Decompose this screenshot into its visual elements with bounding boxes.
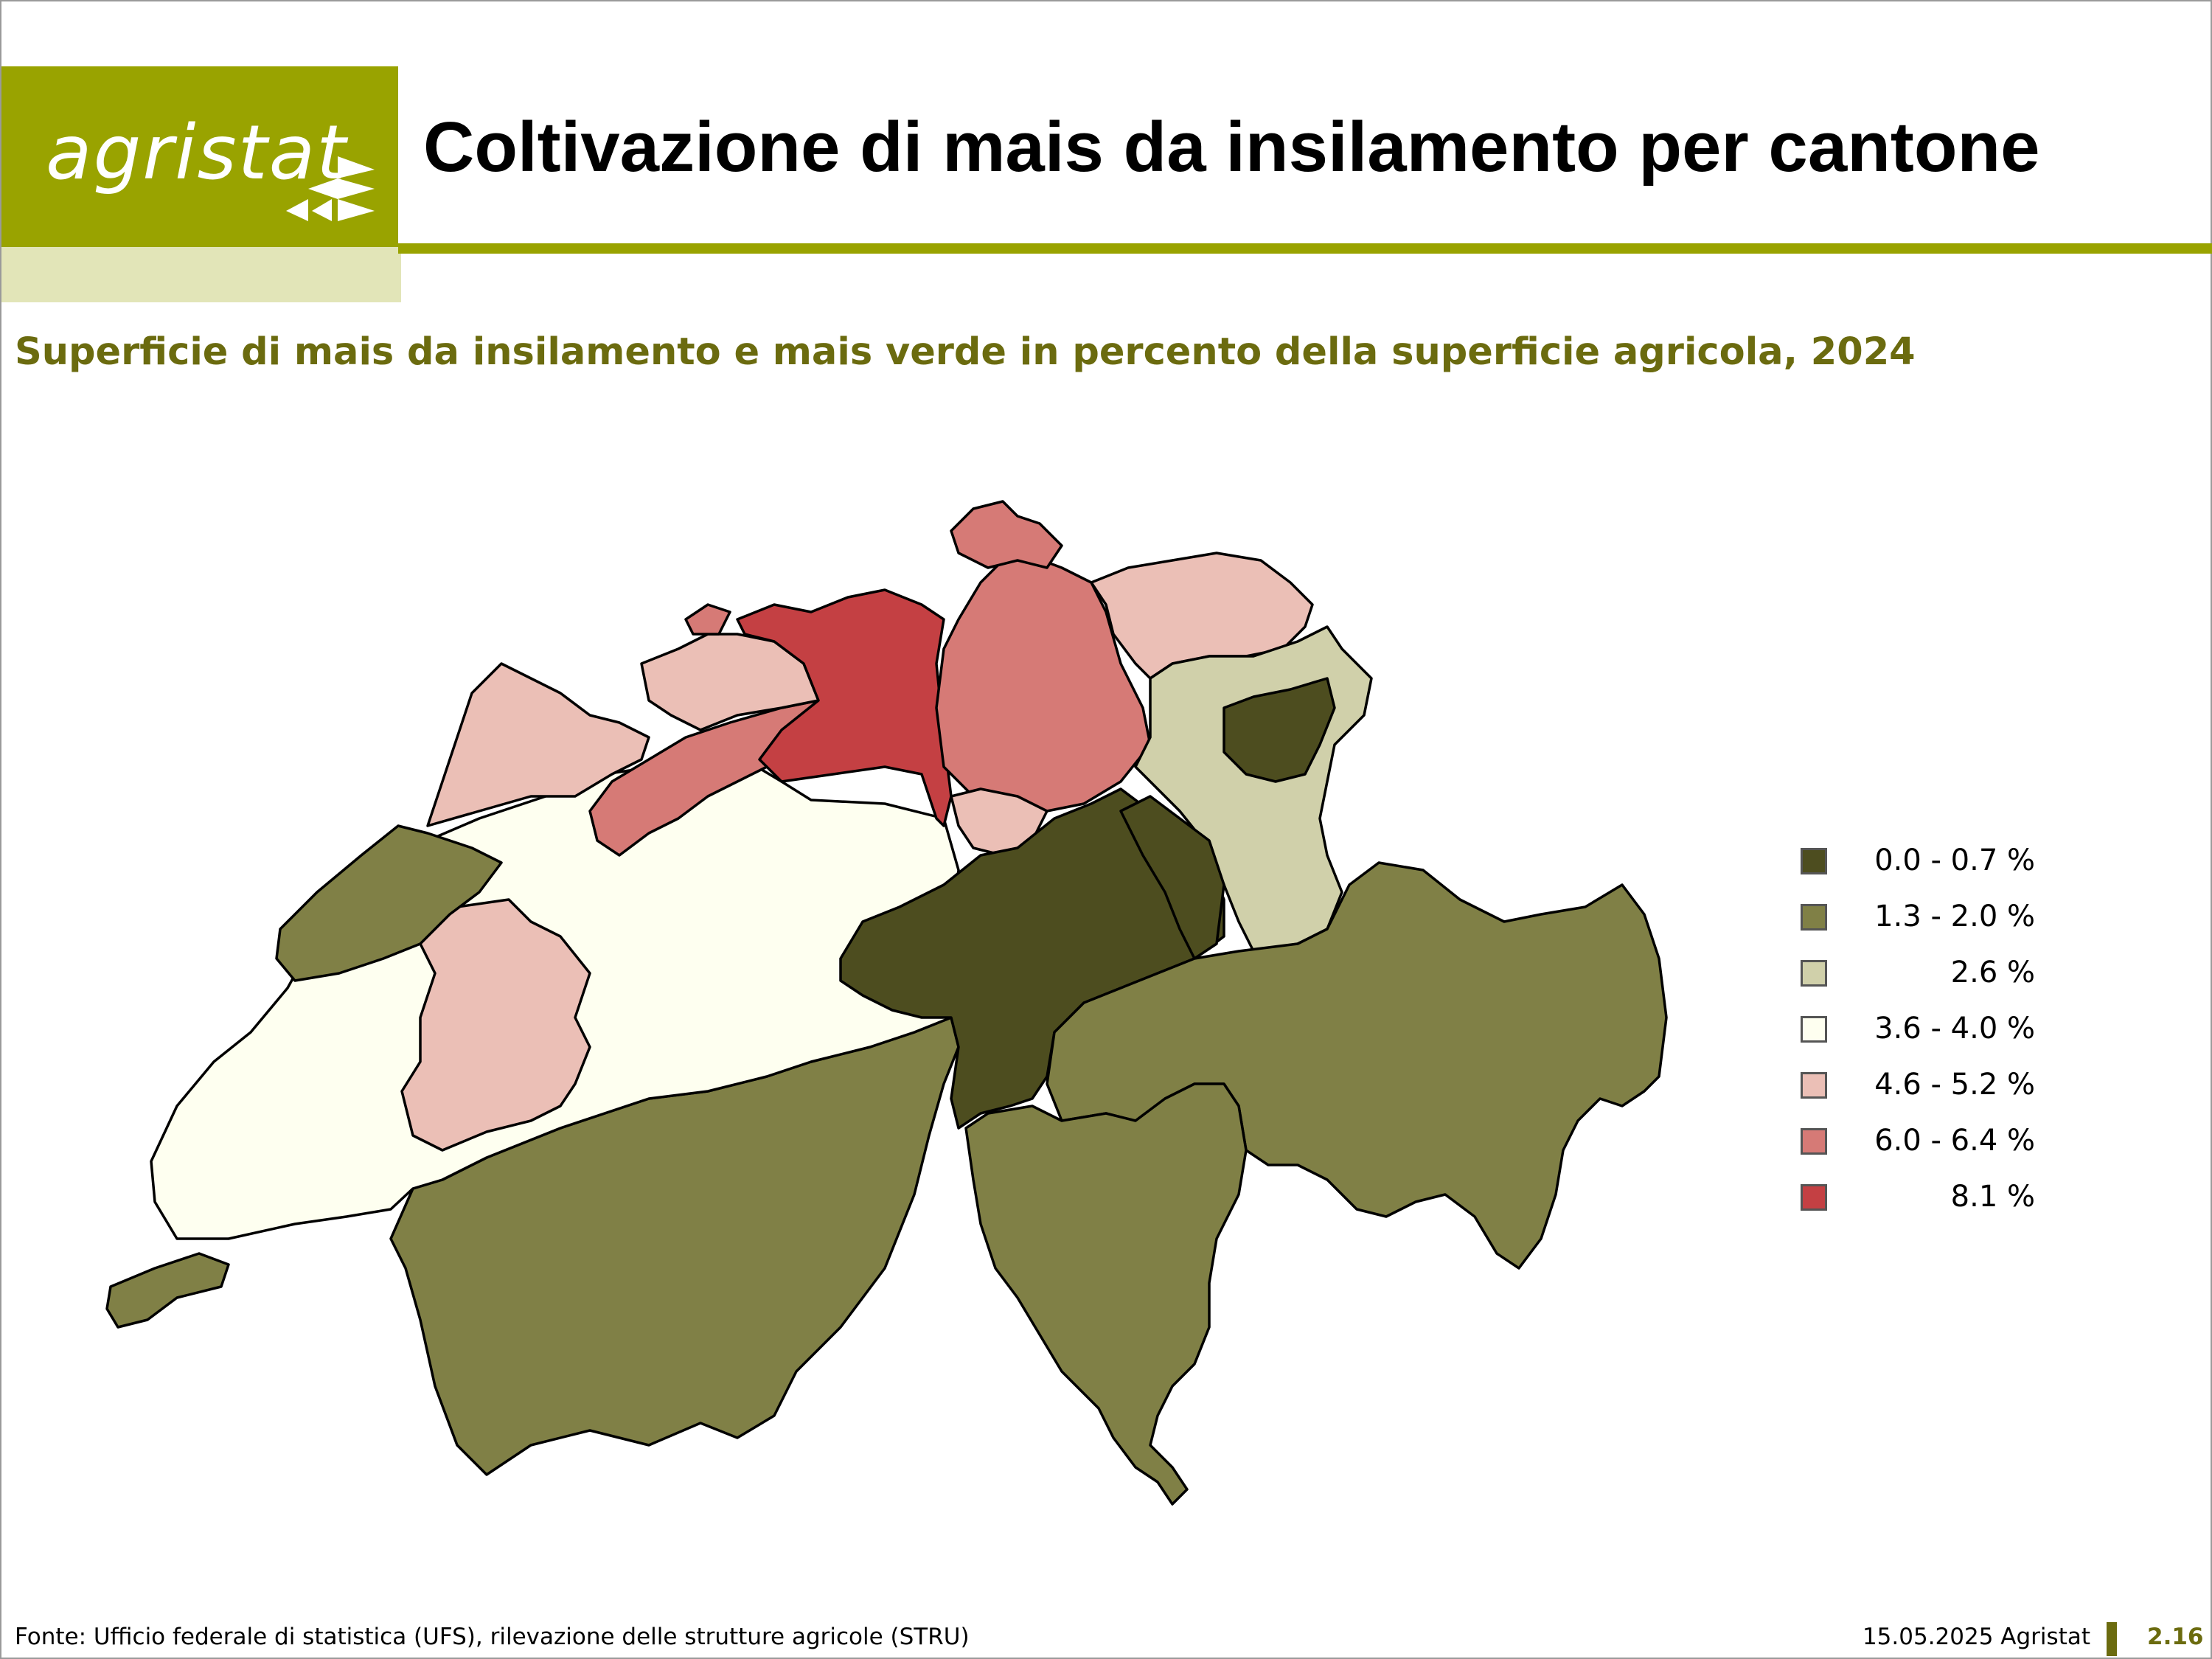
canton-basel-stadt [684, 603, 731, 636]
legend-label: 2.6 % [1950, 956, 2035, 990]
canton-glarus [1119, 795, 1225, 960]
header-rule [398, 243, 2212, 254]
legend-label: 6.0 - 6.4 % [1874, 1124, 2035, 1158]
legend-swatch [1801, 1184, 1827, 1211]
page-number: 2.16 [2147, 1624, 2204, 1650]
legend-item: 0.0 - 0.7 % [1799, 844, 2035, 904]
legend-item: 4.6 - 5.2 % [1799, 1068, 2035, 1128]
footer-divider [2107, 1622, 2117, 1656]
legend-item: 6.0 - 6.4 % [1799, 1124, 2035, 1184]
footer-date: 15.05.2025 Agristat [1862, 1624, 2090, 1650]
canton-schaffhausen [950, 500, 1063, 569]
canton-neuchatel [275, 824, 503, 982]
legend-swatch [1801, 848, 1827, 874]
legend-swatch [1801, 1072, 1827, 1099]
canton-aargau [736, 588, 953, 827]
legend-item: 1.3 - 2.0 % [1799, 900, 2035, 960]
canton-jura [426, 662, 650, 827]
canton-geneva [105, 1252, 230, 1329]
legend-label: 1.3 - 2.0 % [1874, 900, 2035, 933]
canton-ticino [964, 1082, 1248, 1506]
legend-swatch [1801, 1128, 1827, 1155]
legend-swatch [1801, 960, 1827, 987]
legend-item: 8.1 % [1799, 1180, 2035, 1240]
logo-block [1, 66, 398, 247]
map-legend: 0.0 - 0.7 % 1.3 - 2.0 % 2.6 % 3.6 - 4.0 … [1799, 844, 2035, 1240]
source-note: Fonte: Ufficio federale di statistica (U… [15, 1624, 970, 1650]
legend-label: 3.6 - 4.0 % [1874, 1012, 2035, 1046]
map-subtitle: Superficie di mais da insilamento e mais… [15, 330, 1916, 374]
page-title: Coltivazione di mais da insilamento per … [423, 108, 2040, 187]
legend-label: 0.0 - 0.7 % [1874, 844, 2035, 877]
legend-item: 3.6 - 4.0 % [1799, 1012, 2035, 1072]
agristat-logo-mark-icon [286, 156, 375, 221]
agristat-logo-text: agristat [46, 109, 348, 197]
legend-item: 2.6 % [1799, 956, 2035, 1016]
legend-label: 8.1 % [1950, 1180, 2035, 1214]
legend-label: 4.6 - 5.2 % [1874, 1068, 2035, 1102]
legend-swatch [1801, 904, 1827, 931]
logo-underlay [1, 247, 401, 302]
canton-appenzell [1222, 677, 1336, 783]
canton-fribourg [400, 898, 591, 1152]
legend-swatch [1801, 1016, 1827, 1043]
